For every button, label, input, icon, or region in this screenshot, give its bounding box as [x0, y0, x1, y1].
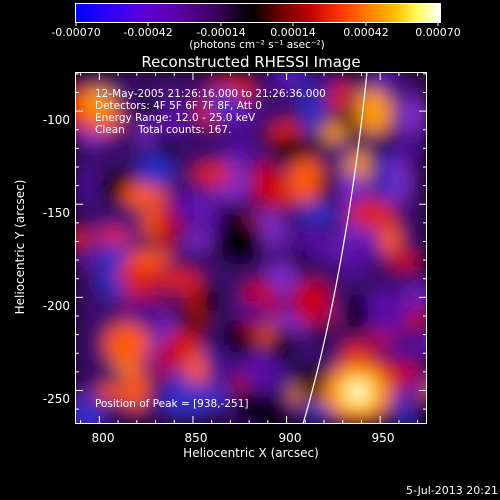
heatmap-plot	[75, 72, 427, 424]
heatmap-blob	[170, 191, 200, 222]
heatmap-blob	[250, 162, 282, 205]
info-line-clean: Clean Total counts: 167.	[95, 124, 232, 136]
heatmap-blob	[404, 280, 427, 313]
heatmap-blob	[192, 163, 233, 186]
chart-title: Reconstructed RHESSI Image	[141, 53, 361, 71]
heatmap-blob	[137, 118, 156, 149]
heatmap-blob	[99, 246, 128, 268]
heatmap-blob	[396, 96, 427, 136]
heatmap-blob	[378, 152, 396, 182]
heatmap-blob	[221, 138, 261, 155]
heatmap-blob	[387, 251, 422, 271]
heatmap-blob	[336, 170, 364, 200]
heatmap-blob	[80, 86, 116, 117]
y-tick-label: -200	[42, 299, 70, 313]
y-axis-label: Heliocentric Y (arcsec)	[13, 179, 27, 315]
heatmap-blob	[247, 397, 286, 424]
heatmap-blob	[371, 72, 398, 96]
solar-limb	[302, 72, 368, 424]
colorbar	[75, 3, 441, 23]
heatmap-blob	[197, 283, 220, 321]
heatmap-blob	[396, 400, 414, 424]
heatmap-blob	[333, 142, 355, 161]
colorbar-units: (photons cm⁻² s⁻¹ asec⁻²)	[189, 39, 325, 51]
heatmap-blob	[214, 344, 234, 391]
heatmap-blob	[321, 122, 347, 143]
heatmap-blob	[291, 280, 332, 325]
heatmap-blob	[184, 351, 207, 386]
colorbar-tick-label: 0.00042	[343, 26, 389, 39]
heatmap-blob	[234, 358, 274, 379]
heatmap-blob	[294, 243, 312, 278]
footer-date: 5-Jul-2013 20:21	[405, 484, 498, 497]
heatmap-blob	[157, 204, 175, 252]
heatmap-blob	[367, 290, 409, 335]
heatmap-blob	[76, 252, 97, 269]
heatmap-blob	[387, 159, 406, 177]
y-tick-label: -150	[42, 206, 70, 220]
heatmap-blob	[271, 72, 300, 95]
colorbar-ticks	[75, 22, 439, 26]
heatmap-blob	[298, 371, 323, 406]
heatmap-blob	[180, 231, 213, 250]
heatmap-blob	[103, 322, 151, 366]
heatmap-blob	[75, 163, 98, 207]
heatmap-blob	[267, 268, 299, 295]
heatmap-blob	[269, 326, 292, 366]
heatmap-blob	[156, 269, 201, 291]
heatmap-blob	[268, 136, 313, 162]
heatmap-blob	[378, 224, 402, 254]
y-tick-label: -100	[42, 113, 70, 127]
heatmap-blob	[215, 217, 264, 265]
heatmap-blob	[348, 199, 396, 229]
colorbar-tick-label: 0.00070	[415, 26, 461, 39]
heatmap-blob	[300, 90, 322, 138]
heatmap-blob	[75, 230, 92, 248]
heatmap-blob	[234, 301, 268, 324]
heatmap-blob	[96, 228, 132, 245]
info-line-detectors: Detectors: 4F 5F 6F 7F 8F, Att 0	[95, 100, 262, 112]
info-line-energy: Energy Range: 12.0 - 25.0 keV	[95, 112, 256, 124]
colorbar-tick-label: 0.00014	[270, 26, 316, 39]
heatmap-blob	[319, 169, 340, 207]
heatmap-blob	[136, 152, 173, 188]
heatmap-blob	[168, 364, 192, 412]
heatmap-blob	[121, 181, 167, 209]
heatmap-blob	[156, 107, 187, 139]
colorbar-tick-label: -0.00042	[123, 26, 173, 39]
x-tick-label: 850	[184, 431, 208, 445]
heatmap-blob	[299, 200, 338, 225]
x-axis-label: Heliocentric X (arcsec)	[183, 446, 319, 460]
y-tick-label: -250	[42, 392, 70, 406]
x-tick-label: 900	[278, 431, 302, 445]
colorbar-tick-label: -0.00014	[196, 26, 246, 39]
heatmap-blob	[126, 249, 172, 268]
heatmap-blob	[122, 364, 149, 412]
heatmap-blob	[77, 382, 97, 407]
peak-position-text: Position of Peak = [938,-251]	[95, 398, 249, 410]
heatmap-blob	[381, 336, 427, 364]
heatmap-blob	[314, 72, 338, 97]
x-tick-label: 950	[371, 431, 395, 445]
info-line-time: 12-May-2005 21:26:16.000 to 21:26:36.000	[95, 88, 326, 100]
heatmap-blob	[345, 292, 371, 334]
colorbar-tick-label: -0.00070	[51, 26, 101, 39]
heatmap-peak	[350, 386, 365, 399]
heatmap-blob	[389, 132, 426, 165]
heatmap-blob	[270, 366, 297, 383]
heatmap-blob	[207, 88, 240, 119]
x-tick-label: 800	[91, 431, 115, 445]
